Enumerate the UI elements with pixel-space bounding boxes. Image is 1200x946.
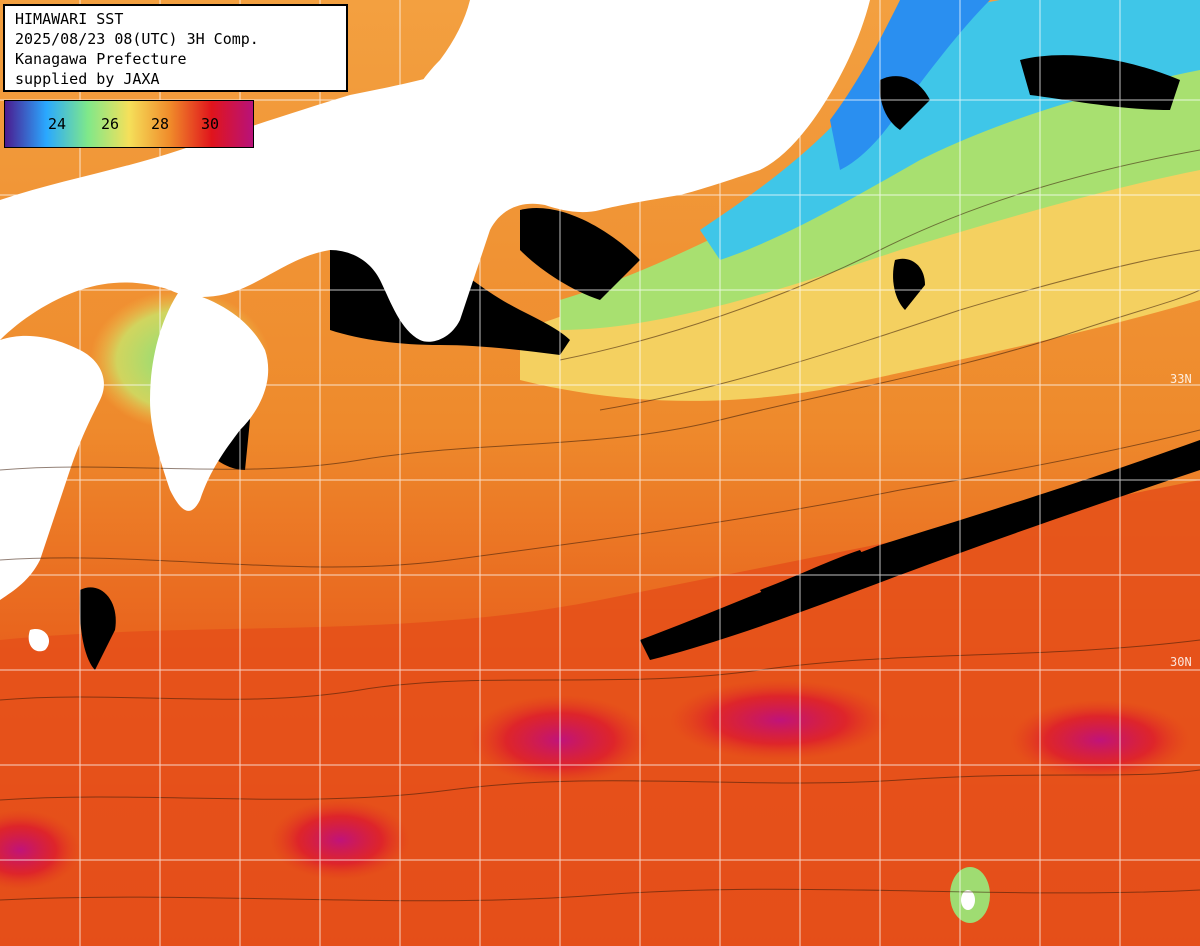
cloud-mask-ne [879,76,930,130]
colorbar-tick: 30 [200,115,220,133]
land-honshu-kansai [0,0,870,342]
hot-spot [0,810,80,890]
land-boso-peninsula [407,0,480,146]
cloud-mask-coastal [520,208,640,300]
isotherm-contours [0,149,1200,902]
land-island [8,379,26,402]
hot-spot [1010,700,1190,780]
cloud-mask-ne [1020,55,1180,110]
data-supplier: supplied by JAXA [15,70,160,88]
colorbar-tick: 24 [47,115,67,133]
latitude-label-33n: 33N [1170,372,1192,386]
colorbar-tick: 26 [100,115,120,133]
cloud-mask-ne [893,258,925,310]
latitude-label-30n: 30N [1170,655,1192,669]
longitude-label-top: 136E [486,6,500,35]
land-island [488,158,502,184]
product-timestamp: 2025/08/23 08(UTC) 3H Comp. [15,30,259,48]
product-title: HIMAWARI SST [15,10,124,28]
land-shikoku [0,335,104,600]
provider-prefecture: Kanagawa Prefecture [15,50,187,68]
colorbar-tick: 28 [150,115,170,133]
hachijo-island [961,890,975,910]
land-kii-peninsula [150,290,269,511]
cloud-mask-coastal [79,587,116,670]
hot-spot [670,680,890,760]
temperature-colorbar: 24 26 28 30 [4,100,254,148]
cloud-mask-streak [760,550,870,605]
land-island [28,629,50,652]
cloud-mask-streak [640,440,1200,660]
hot-spot [270,800,410,880]
map-info-box: HIMAWARI SST 2025/08/23 08(UTC) 3H Comp.… [3,4,348,92]
